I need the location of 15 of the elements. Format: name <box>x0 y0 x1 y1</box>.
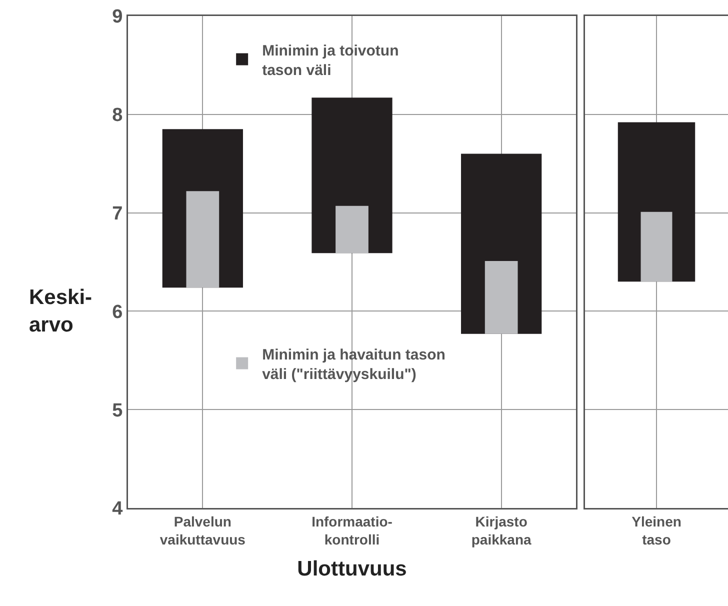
x-axis-title: Ulottuvuus <box>297 557 407 580</box>
y-tick-label: 8 <box>112 105 123 126</box>
x-tick-label: Kirjasto paikkana <box>471 513 532 548</box>
y-tick-label: 4 <box>112 498 124 520</box>
y-tick-label: 5 <box>112 400 124 422</box>
y-tick-label: 7 <box>112 203 123 224</box>
x-tick-label: Yleinen taso <box>632 513 682 548</box>
y-tick-label: 9 <box>112 6 123 28</box>
bar <box>484 261 518 334</box>
x-tick-label: Informaatio- kontrolli <box>312 513 393 548</box>
y-axis-title: Keski- arvo <box>29 286 92 336</box>
y-tick-label: 6 <box>112 302 123 323</box>
x-tick-label: Palvelun vaikuttavuus <box>160 513 246 548</box>
bar <box>186 191 220 288</box>
bar <box>336 206 368 254</box>
